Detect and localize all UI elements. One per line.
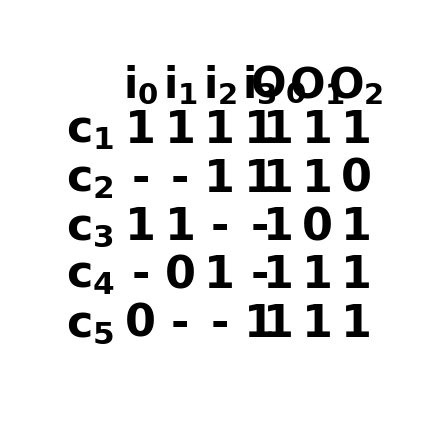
Text: -: -: [171, 303, 190, 346]
Text: 1: 1: [263, 303, 294, 346]
Text: 1: 1: [244, 303, 275, 346]
Text: 0: 0: [125, 303, 156, 346]
Text: 1: 1: [302, 254, 333, 297]
Text: $\mathbf{c_4}$: $\mathbf{c_4}$: [66, 254, 115, 297]
Text: 0: 0: [302, 206, 333, 249]
Text: 1: 1: [204, 158, 235, 201]
Text: $\mathbf{O_2}$: $\mathbf{O_2}$: [328, 64, 384, 106]
Text: 1: 1: [165, 109, 196, 152]
Text: 1: 1: [263, 158, 294, 201]
Text: -: -: [131, 254, 149, 297]
Text: 1: 1: [204, 109, 235, 152]
Text: 1: 1: [341, 206, 372, 249]
Text: 0: 0: [165, 254, 196, 297]
Text: 1: 1: [302, 303, 333, 346]
Text: -: -: [131, 158, 149, 201]
Text: -: -: [211, 303, 229, 346]
Text: 1: 1: [125, 206, 156, 249]
Text: $\mathbf{O_1}$: $\mathbf{O_1}$: [289, 64, 345, 106]
Text: $\mathbf{c_2}$: $\mathbf{c_2}$: [66, 158, 114, 201]
Text: -: -: [251, 206, 269, 249]
Text: 1: 1: [244, 109, 275, 152]
Text: 1: 1: [263, 109, 294, 152]
Text: 1: 1: [244, 158, 275, 201]
Text: $\mathbf{i_1}$: $\mathbf{i_1}$: [163, 63, 198, 107]
Text: -: -: [171, 158, 190, 201]
Text: 1: 1: [302, 158, 333, 201]
Text: 1: 1: [341, 303, 372, 346]
Text: $\mathbf{c_3}$: $\mathbf{c_3}$: [66, 206, 114, 249]
Text: $\mathbf{c_1}$: $\mathbf{c_1}$: [66, 109, 115, 152]
Text: -: -: [211, 206, 229, 249]
Text: 1: 1: [263, 254, 294, 297]
Text: 1: 1: [263, 206, 294, 249]
Text: $\mathbf{c_5}$: $\mathbf{c_5}$: [66, 303, 115, 346]
Text: 1: 1: [341, 254, 372, 297]
Text: $\mathbf{i_2}$: $\mathbf{i_2}$: [203, 63, 237, 107]
Text: 0: 0: [341, 158, 372, 201]
Text: 1: 1: [165, 206, 196, 249]
Text: 1: 1: [125, 109, 156, 152]
Text: $\mathbf{i_0}$: $\mathbf{i_0}$: [123, 64, 158, 107]
Text: -: -: [251, 254, 269, 297]
Text: 1: 1: [341, 109, 372, 152]
Text: $\mathbf{O_0}$: $\mathbf{O_0}$: [250, 64, 307, 106]
Text: 1: 1: [204, 254, 235, 297]
Text: 1: 1: [302, 109, 333, 152]
Text: $\mathbf{i_3}$: $\mathbf{i_3}$: [242, 64, 277, 107]
